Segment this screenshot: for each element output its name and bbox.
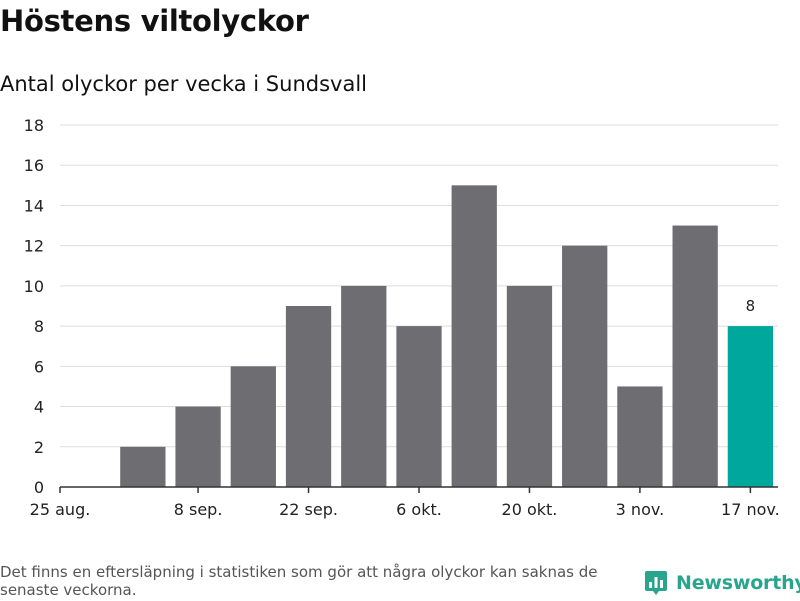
bars [120, 185, 774, 488]
x-tick-label: 3 nov. [616, 500, 665, 519]
y-tick-label: 8 [34, 317, 44, 336]
y-tick-label: 14 [24, 196, 44, 215]
bar-chart-logo-icon [644, 569, 668, 597]
bar [506, 285, 553, 487]
y-tick-label: 10 [24, 277, 44, 296]
bar [672, 225, 718, 488]
y-tick-label: 2 [34, 438, 44, 457]
x-tick-label: 22 sep. [279, 500, 338, 519]
y-tick-label: 18 [24, 116, 44, 135]
y-tick-label: 6 [34, 357, 44, 376]
bar [617, 386, 663, 487]
y-tick-label: 12 [24, 237, 44, 256]
bar [341, 285, 387, 487]
bar [451, 185, 497, 488]
x-tick-label: 25 aug. [30, 500, 91, 519]
bar [175, 406, 221, 487]
data-label: 8 [746, 297, 756, 315]
y-tick-label: 16 [24, 156, 44, 175]
x-tick-label: 17 nov. [721, 500, 780, 519]
y-tick-label: 4 [34, 398, 44, 417]
brand-logo[interactable]: Newsworthy [644, 569, 800, 597]
bar [120, 446, 166, 487]
footnote: Det finns en eftersläpning i statistiken… [0, 563, 598, 599]
x-axis: 25 aug. 8 sep. 22 sep. 6 okt. 20 okt. 3 nov. 1… [30, 486, 780, 519]
bar [396, 326, 442, 487]
chart-title: Höstens viltolyckor [0, 4, 309, 38]
data-labels: 8 [746, 297, 756, 315]
bar [285, 306, 332, 487]
bar [230, 366, 276, 487]
x-tick-label: 20 okt. [502, 500, 558, 519]
y-axis-ticks: 0 2 4 6 8 10 12 14 16 18 [24, 116, 44, 497]
bar-highlight [727, 326, 774, 487]
chart-subtitle: Antal olyckor per vecka i Sundsvall [0, 72, 367, 96]
y-tick-label: 0 [34, 478, 44, 497]
brand-name: Newsworthy [676, 572, 800, 594]
x-tick-label: 6 okt. [396, 500, 442, 519]
bar-chart: 0 2 4 6 8 10 12 14 16 18 8 25 aug. 8 sep. 22 sep. 6 … [24, 116, 780, 519]
bar [562, 245, 608, 487]
x-tick-label: 8 sep. [174, 500, 223, 519]
